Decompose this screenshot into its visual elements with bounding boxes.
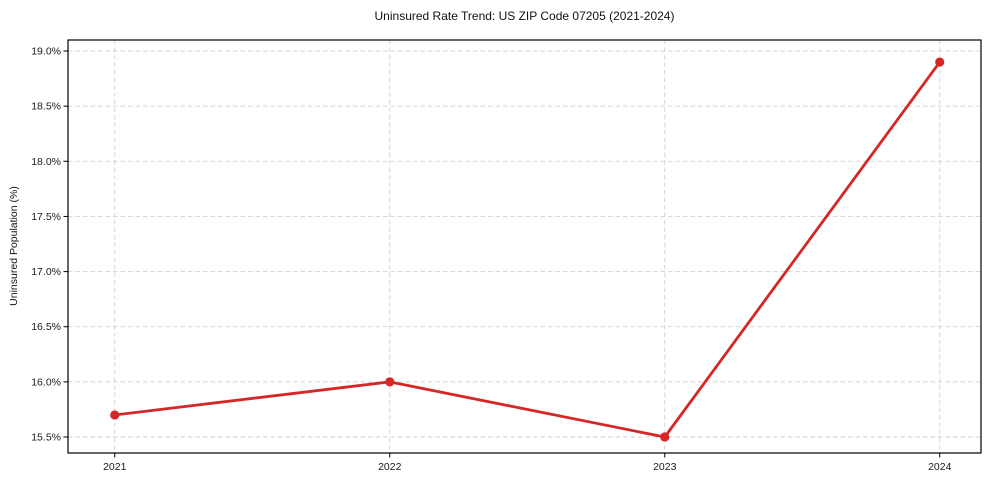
y-tick-label: 18.0% xyxy=(31,156,61,168)
data-point-2021 xyxy=(110,410,120,420)
chart-title: Uninsured Rate Trend: US ZIP Code 07205 … xyxy=(374,9,675,23)
data-point-2024 xyxy=(935,57,945,67)
plot-area xyxy=(68,40,981,453)
x-tick-label: 2023 xyxy=(653,461,677,473)
data-point-2022 xyxy=(385,377,395,387)
y-tick-label: 17.0% xyxy=(31,266,61,278)
y-tick-label: 19.0% xyxy=(31,46,61,58)
y-tick-label: 18.5% xyxy=(31,101,61,113)
x-tick-label: 2021 xyxy=(103,461,127,473)
y-tick-label: 16.0% xyxy=(31,376,61,388)
plot-border xyxy=(67,39,982,454)
x-tick-label: 2022 xyxy=(378,461,402,473)
y-tick-label: 17.5% xyxy=(31,211,61,223)
y-tick-label: 16.5% xyxy=(31,321,61,333)
data-point-2023 xyxy=(660,432,670,442)
trend-line xyxy=(113,60,942,439)
y-tick-label: 15.5% xyxy=(31,432,61,444)
x-tick-label: 2024 xyxy=(928,461,952,473)
